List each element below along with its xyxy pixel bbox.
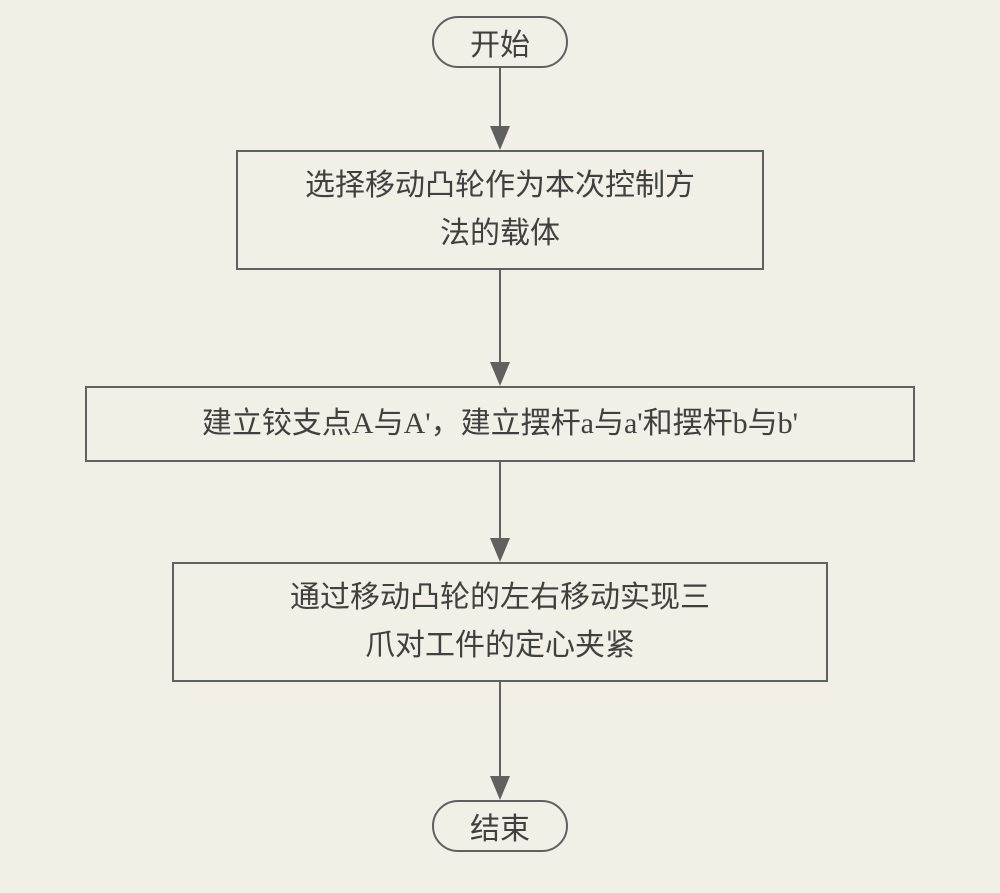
step3-label: 通过移动凸轮的左右移动实现三 爪对工件的定心夹紧 xyxy=(290,574,710,670)
flowchart-canvas: 开始 选择移动凸轮作为本次控制方 法的载体 建立铰支点A与A'，建立摆杆a与a'… xyxy=(0,0,1000,893)
start-node: 开始 xyxy=(432,16,568,68)
step1-label: 选择移动凸轮作为本次控制方 法的载体 xyxy=(305,162,695,258)
step3-node: 通过移动凸轮的左右移动实现三 爪对工件的定心夹紧 xyxy=(172,562,828,682)
start-label: 开始 xyxy=(470,20,530,64)
end-label: 结束 xyxy=(470,804,530,848)
step2-label: 建立铰支点A与A'，建立摆杆a与a'和摆杆b与b' xyxy=(202,400,798,448)
step2-node: 建立铰支点A与A'，建立摆杆a与a'和摆杆b与b' xyxy=(85,386,915,462)
step1-node: 选择移动凸轮作为本次控制方 法的载体 xyxy=(236,150,764,270)
end-node: 结束 xyxy=(432,800,568,852)
